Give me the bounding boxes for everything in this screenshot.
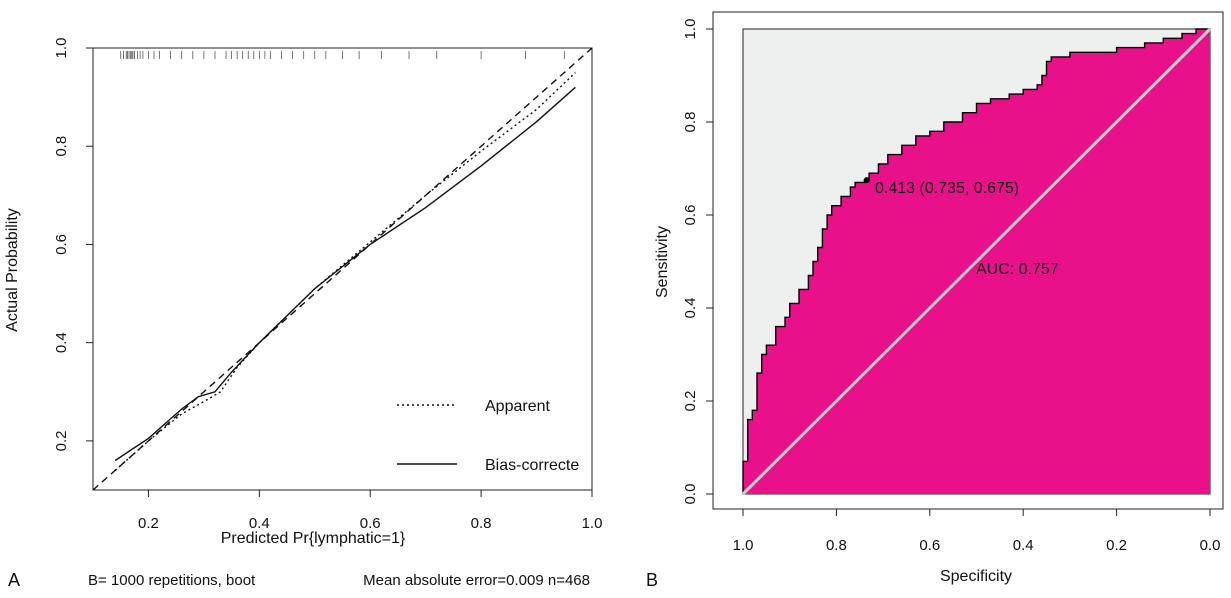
x-tick-label: 0.6 (919, 537, 940, 554)
x-tick-label: 0.0 (1200, 537, 1221, 554)
x-tick-label: 1.0 (733, 537, 754, 554)
legend: Apparent Bias-correcte (397, 398, 579, 474)
diagonal-line (741, 27, 1212, 496)
threshold-annotation: 0.413 (0.735, 0.675) (875, 180, 1019, 197)
x-axis-ticks: 1.0 0.8 0.6 0.4 0.2 0.0 (733, 509, 1221, 554)
y-tick-label: 1.0 (682, 19, 699, 40)
y-tick-label: 0.8 (53, 136, 70, 157)
plot-frame (92, 47, 593, 491)
y-tick-label: 0.8 (682, 112, 699, 133)
panel-label-b: B (646, 570, 658, 590)
roc-curve (742, 28, 1210, 494)
panel-label-a: A (8, 570, 20, 590)
threshold-point (863, 177, 870, 184)
footer-error: Mean absolute error=0.009 n=468 (363, 572, 590, 589)
y-axis-ticks: 0.2 0.4 0.6 0.8 1.0 (53, 38, 93, 451)
x-tick-label: 0.4 (249, 515, 270, 532)
legend-label: Apparent (485, 398, 550, 415)
y-tick-label: 0.4 (53, 332, 70, 353)
x-tick-label: 0.2 (1106, 537, 1127, 554)
y-tick-label: 0.2 (53, 430, 70, 451)
y-tick-label: 0.4 (682, 298, 699, 319)
x-tick-label: 0.2 (138, 515, 159, 532)
x-axis-title: Specificity (940, 568, 1012, 585)
rug-marks (120, 51, 565, 59)
ideal-line (92, 47, 593, 491)
calibration-plot: 0.2 0.4 0.6 0.8 1.0 0.2 0.4 0.6 0.8 1.0 Apparent… (4, 38, 602, 590)
x-tick-label: 0.8 (826, 537, 847, 554)
x-tick-label: 0.8 (471, 515, 492, 532)
y-axis-title: Actual Probability (4, 208, 21, 332)
y-tick-label: 0.2 (682, 391, 699, 412)
y-axis-title: Sensitivity (654, 226, 671, 298)
series-lines (92, 47, 593, 491)
y-tick-label: 0.0 (682, 484, 699, 505)
y-tick-label: 1.0 (53, 38, 70, 59)
x-tick-label: 0.6 (360, 515, 381, 532)
legend-label: Bias-correcte (485, 457, 579, 474)
auc-annotation: AUC: 0.757 (976, 261, 1059, 278)
y-tick-label: 0.6 (682, 205, 699, 226)
x-tick-label: 0.4 (1013, 537, 1034, 554)
y-tick-label: 0.6 (53, 234, 70, 255)
footer-repetitions: B= 1000 repetitions, boot (88, 572, 256, 589)
x-tick-label: 1.0 (582, 515, 603, 532)
x-axis-title: Predicted Pr{lymphatic=1} (221, 530, 406, 547)
roc-plot: 1.0 0.8 0.6 0.4 0.2 0.0 0.0 0.2 0.4 0.6 0.8 1.0 0.… (646, 11, 1224, 590)
x-axis-ticks: 0.2 0.4 0.6 0.8 1.0 (138, 490, 602, 532)
y-axis-ticks: 0.0 0.2 0.4 0.6 0.8 1.0 (682, 19, 713, 505)
